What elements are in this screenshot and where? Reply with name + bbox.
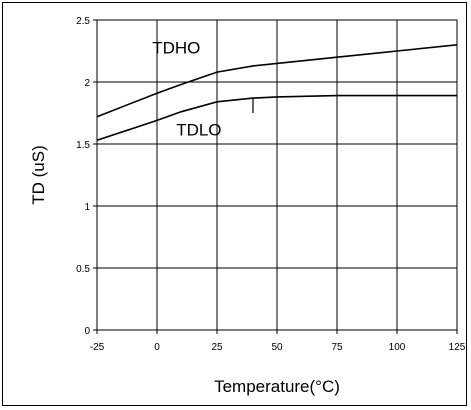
x-tick-label: 50: [271, 342, 283, 353]
x-tick-label: 75: [331, 342, 343, 353]
y-axis-ticks: 0 0.5 1 1.5 2 2.5: [76, 16, 97, 337]
x-tick-label: 125: [449, 342, 466, 353]
y-tick-label: 0.5: [76, 264, 90, 275]
x-tick-label: 0: [154, 342, 160, 353]
series-label-tdlo: TDLO: [176, 120, 221, 139]
series-label-tdho: TDHO: [152, 38, 200, 57]
y-tick-label: 1: [84, 202, 90, 213]
y-tick-label: 1.5: [76, 140, 90, 151]
series-line-tdho: [96, 44, 458, 118]
y-tick-label: 2: [84, 78, 90, 89]
x-axis-title: Temperature(°C): [214, 377, 340, 396]
x-axis-ticks: -25 0 25 50 75 100 125: [90, 330, 466, 353]
series-line-tdlo: [96, 94, 457, 142]
series-group: [96, 44, 458, 142]
y-tick-label: 0: [84, 326, 90, 337]
y-axis-title: TD (uS): [29, 145, 48, 205]
y-tick-label: 2.5: [76, 16, 90, 27]
x-tick-label: 25: [211, 342, 223, 353]
grid: [96, 19, 458, 331]
x-tick-label: 100: [389, 342, 406, 353]
x-tick-label: -25: [90, 342, 105, 353]
